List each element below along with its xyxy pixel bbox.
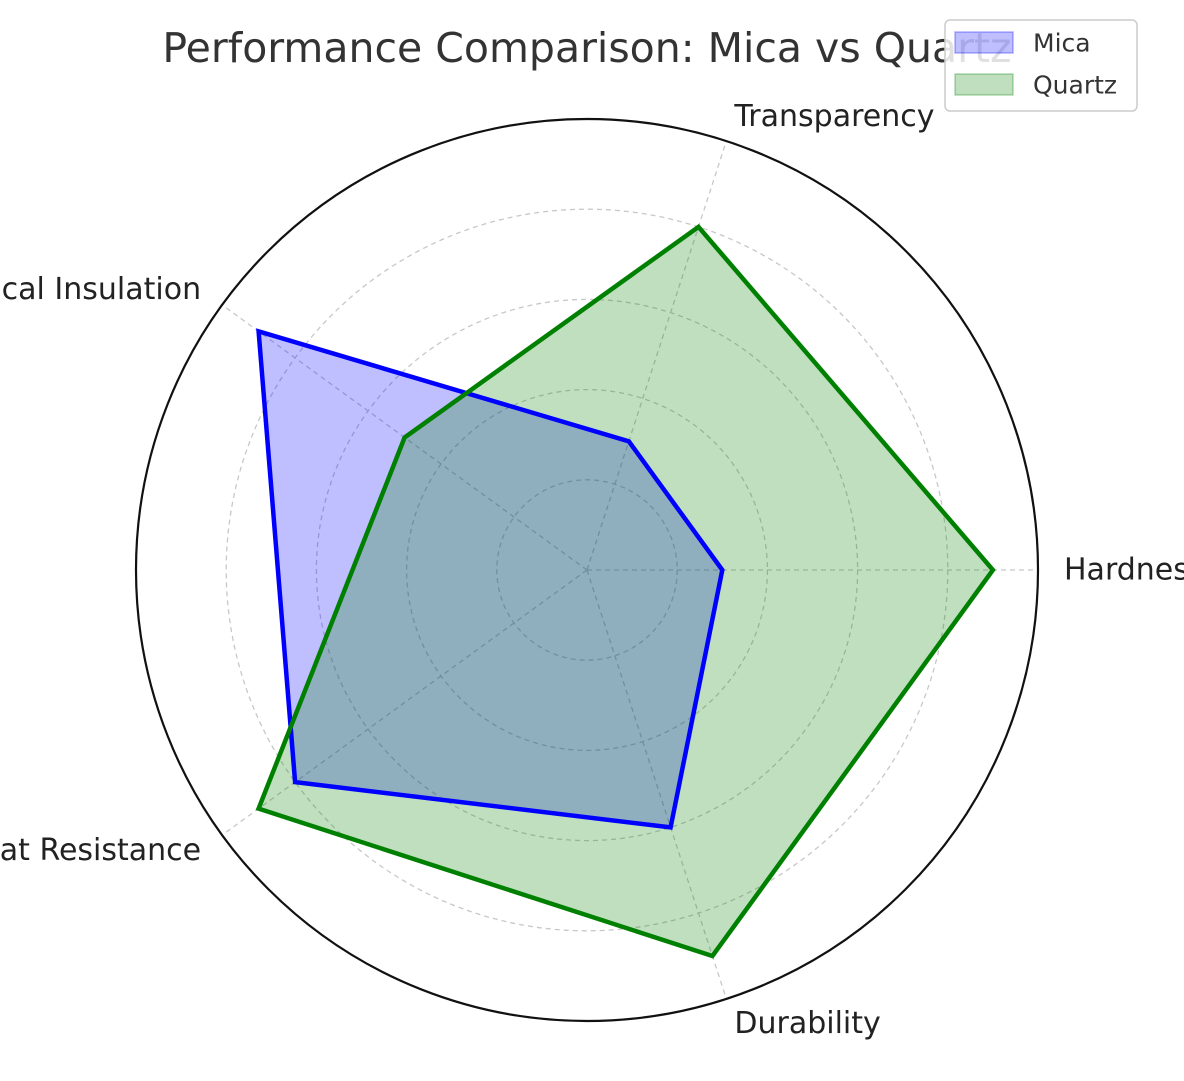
chart-title: Performance Comparison: Mica vs Quartz [162, 24, 1011, 72]
spoke-gridline [586, 569, 727, 1000]
spoke-gridline [221, 569, 588, 836]
radar-outer-frame [134, 117, 1040, 1023]
axis-label-durability: Durability [734, 1006, 880, 1041]
axis-label-electrical-insulation: Electrical Insulation [0, 272, 201, 307]
legend-items: Mica Quartz [954, 29, 1117, 100]
series-area-quartz [258, 226, 993, 956]
legend-swatch-mica [954, 31, 1014, 54]
legend: Mica Quartz [944, 19, 1138, 112]
axis-label-heat-resistance: Heat Resistance [0, 833, 201, 868]
series-line-mica [256, 328, 725, 830]
radar-series [255, 223, 996, 959]
legend-swatch-quartz [954, 73, 1014, 96]
axis-labels: Hardness Transparency Electrical Insulatio… [0, 99, 1184, 1041]
spoke-gridline [586, 140, 727, 571]
legend-frame [944, 19, 1138, 112]
axis-label-transparency: Transparency [733, 99, 934, 134]
legend-label-quartz: Quartz [1033, 71, 1117, 100]
series-line-quartz [255, 223, 996, 959]
axis-label-hardness: Hardness [1064, 553, 1184, 588]
series-area-mica [258, 331, 723, 828]
legend-label-mica: Mica [1033, 29, 1091, 58]
